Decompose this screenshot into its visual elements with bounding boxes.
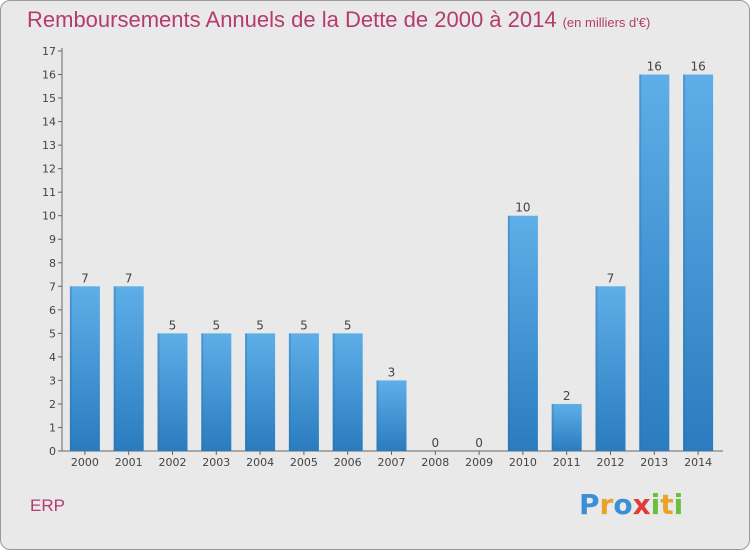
chart-title: Remboursements Annuels de la Dette de 20… bbox=[27, 7, 650, 33]
logo-letter: o bbox=[613, 488, 633, 521]
y-tick-label: 13 bbox=[42, 139, 56, 152]
x-tick-label-2011: 2011 bbox=[553, 456, 581, 469]
bars: 7 7 5 5 5 5 5 3 0 0 10 2 7 16 16 bbox=[69, 60, 714, 451]
bar-2006 bbox=[332, 333, 363, 451]
x-tick-label-2008: 2008 bbox=[421, 456, 449, 469]
x-tick-label-2004: 2004 bbox=[246, 456, 274, 469]
bar-edge bbox=[551, 403, 554, 451]
value-label-2013: 16 bbox=[647, 60, 662, 74]
bar-edge bbox=[507, 215, 510, 451]
y-tick-label: 16 bbox=[42, 69, 56, 82]
value-label-2003: 5 bbox=[212, 318, 220, 332]
proxiti-logo: Proxiti bbox=[579, 488, 683, 521]
value-label-2008: 0 bbox=[431, 436, 439, 450]
y-tick-label: 15 bbox=[42, 92, 56, 105]
value-label-2014: 16 bbox=[690, 60, 705, 74]
x-tick-label-2012: 2012 bbox=[597, 456, 625, 469]
y-tick-label: 4 bbox=[49, 351, 56, 364]
value-label-2005: 5 bbox=[300, 318, 308, 332]
logo-letter: t bbox=[660, 488, 674, 521]
bar-2001 bbox=[113, 286, 144, 451]
bar-2005 bbox=[288, 333, 319, 451]
bar-2011 bbox=[551, 403, 582, 451]
y-tick-label: 3 bbox=[49, 374, 56, 387]
x-tick-label-2001: 2001 bbox=[115, 456, 143, 469]
x-tick-label-2010: 2010 bbox=[509, 456, 537, 469]
commune-label: ERP bbox=[30, 496, 65, 515]
x-tick-label-2009: 2009 bbox=[465, 456, 493, 469]
x-tick-label-2007: 2007 bbox=[378, 456, 406, 469]
bar-2013 bbox=[639, 74, 670, 451]
bar-2012 bbox=[595, 286, 626, 451]
value-label-2001: 7 bbox=[125, 271, 133, 285]
x-tick-label-2003: 2003 bbox=[202, 456, 230, 469]
y-tick-label: 7 bbox=[49, 280, 56, 293]
bar-2007 bbox=[376, 380, 407, 451]
x-tick-label-2013: 2013 bbox=[640, 456, 668, 469]
bar-edge bbox=[113, 286, 116, 451]
bar-edge bbox=[376, 380, 379, 451]
chart-unit: (en milliers d'€) bbox=[562, 15, 651, 30]
y-tick-label: 11 bbox=[42, 186, 56, 199]
bar-edge bbox=[288, 333, 291, 451]
y-tick-label: 0 bbox=[49, 445, 56, 458]
bar-2010 bbox=[507, 215, 538, 451]
bar-edge bbox=[69, 286, 72, 451]
y-tick-label: 6 bbox=[49, 304, 56, 317]
value-label-2012: 7 bbox=[607, 271, 615, 285]
bar-2000 bbox=[69, 286, 100, 451]
chart-title-text: Remboursements Annuels de la Dette de 20… bbox=[27, 7, 557, 32]
x-tick-label-2014: 2014 bbox=[684, 456, 712, 469]
bar-edge bbox=[157, 333, 160, 451]
y-tick-label: 14 bbox=[42, 116, 56, 129]
value-label-2010: 10 bbox=[515, 201, 530, 215]
logo-letter: i bbox=[650, 488, 661, 521]
x-tick-label-2002: 2002 bbox=[159, 456, 187, 469]
value-label-2007: 3 bbox=[388, 365, 396, 379]
logo-letter: P bbox=[579, 488, 600, 521]
value-label-2002: 5 bbox=[169, 318, 177, 332]
logo-letter: i bbox=[673, 488, 684, 521]
y-tick-label: 2 bbox=[49, 398, 56, 411]
value-label-2004: 5 bbox=[256, 318, 264, 332]
bar-edge bbox=[201, 333, 204, 451]
value-label-2006: 5 bbox=[344, 318, 352, 332]
y-tick-label: 17 bbox=[42, 45, 56, 58]
y-tick-label: 12 bbox=[42, 163, 56, 176]
y-tick-label: 8 bbox=[49, 257, 56, 270]
bar-2014 bbox=[683, 74, 714, 451]
x-tick-label-2006: 2006 bbox=[334, 456, 362, 469]
bar-edge bbox=[245, 333, 248, 451]
y-tick-label: 10 bbox=[42, 210, 56, 223]
x-tick-label-2005: 2005 bbox=[290, 456, 318, 469]
bar-2003 bbox=[201, 333, 232, 451]
value-label-2000: 7 bbox=[81, 271, 89, 285]
bar-edge bbox=[639, 74, 642, 451]
x-tick-label-2000: 2000 bbox=[71, 456, 99, 469]
value-label-2011: 2 bbox=[563, 389, 571, 403]
bar-edge bbox=[332, 333, 335, 451]
y-tick-label: 5 bbox=[49, 327, 56, 340]
logo-letter: x bbox=[632, 488, 651, 521]
bar-2002 bbox=[157, 333, 188, 451]
bar-edge bbox=[683, 74, 686, 451]
bar-2004 bbox=[245, 333, 276, 451]
value-label-2009: 0 bbox=[475, 436, 483, 450]
y-tick-label: 9 bbox=[49, 233, 56, 246]
bar-edge bbox=[595, 286, 598, 451]
y-tick-label: 1 bbox=[49, 421, 56, 434]
logo-letter: r bbox=[599, 488, 614, 521]
